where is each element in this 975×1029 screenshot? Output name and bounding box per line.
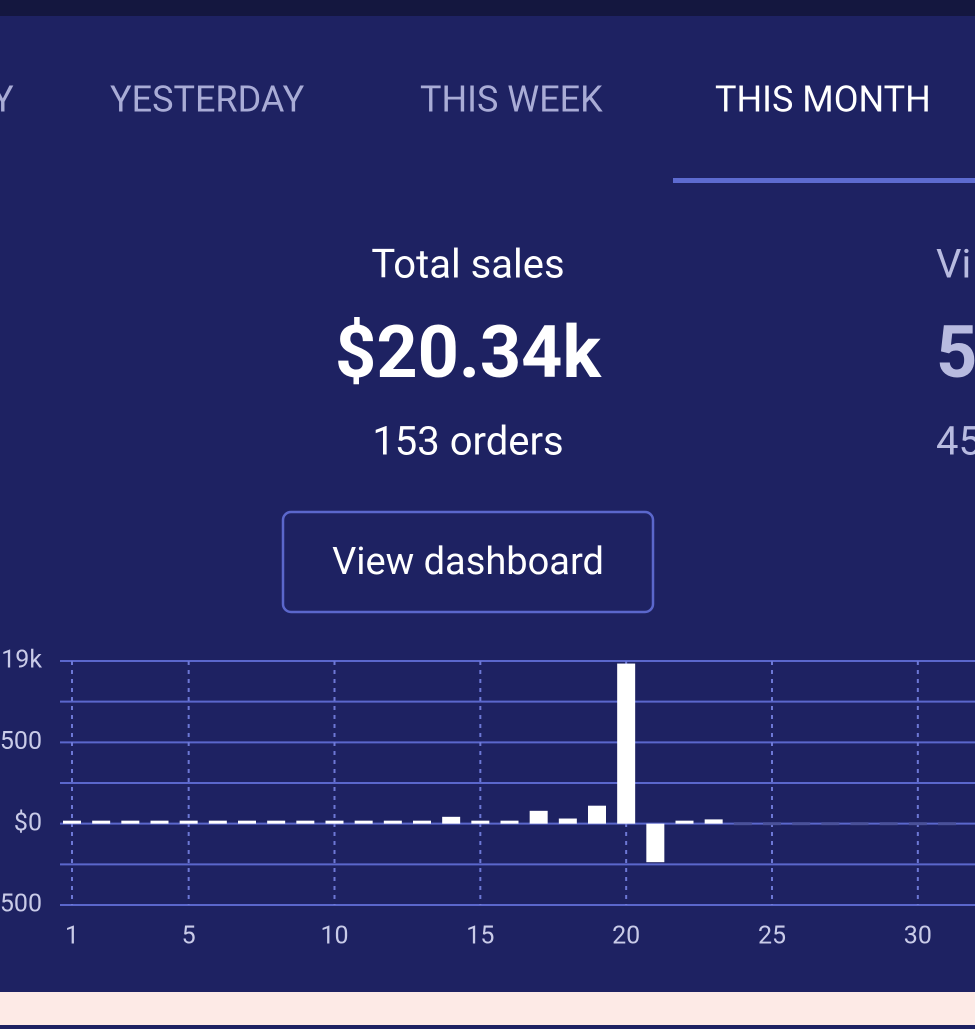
x-tick-label: 20 <box>612 922 640 951</box>
bar <box>529 810 548 824</box>
x-tick-label: 5 <box>182 922 196 951</box>
tab-indicator <box>673 178 975 183</box>
bar <box>150 820 169 824</box>
bar <box>179 820 198 824</box>
tab[interactable]: YESTERDAY <box>110 79 305 121</box>
bar <box>413 820 431 824</box>
stat-label: Total sales <box>371 241 564 288</box>
empty-bar <box>821 822 840 826</box>
bar <box>267 820 286 824</box>
bar <box>121 820 140 824</box>
tab[interactable]: Y <box>0 79 14 121</box>
tab[interactable]: THIS MONTH <box>715 79 931 121</box>
bar <box>500 820 519 824</box>
x-tick-label: 30 <box>904 922 932 951</box>
x-tick-label: 25 <box>758 922 786 951</box>
bar <box>471 820 490 824</box>
tab[interactable]: THIS WEEK <box>420 79 603 121</box>
x-tick-label: 15 <box>466 922 494 951</box>
bar <box>383 820 402 824</box>
bar <box>92 820 111 824</box>
empty-bar <box>792 822 811 826</box>
empty-bar <box>763 822 781 826</box>
y-tick-label: $0 <box>14 808 42 837</box>
bar <box>617 663 636 824</box>
empty-bar <box>850 822 869 826</box>
bar <box>325 820 344 824</box>
stat-detail: 153 orders <box>372 418 563 465</box>
x-tick-label: 10 <box>320 922 348 951</box>
empty-bar <box>733 822 752 826</box>
y-tick-label: 19k <box>1 646 42 675</box>
empty-bar <box>908 822 927 826</box>
button[interactable] <box>281 510 655 614</box>
bottom-panel <box>0 992 975 1025</box>
stat-value: 5 <box>936 310 975 395</box>
y-tick-label: 500 <box>0 890 42 919</box>
empty-bar <box>879 822 898 826</box>
bar <box>354 820 373 824</box>
bar <box>588 805 606 824</box>
bar <box>63 820 81 824</box>
stat-label: Vi <box>936 241 971 288</box>
button-label[interactable]: View dashboard <box>332 540 604 584</box>
bar <box>704 819 723 824</box>
bar <box>675 820 694 824</box>
status-bar <box>0 0 975 16</box>
bar <box>296 820 315 824</box>
y-tick-label: 500 <box>0 727 42 756</box>
stat-detail: 45 <box>936 418 975 465</box>
x-tick-label: 1 <box>65 922 79 951</box>
empty-bar <box>938 822 956 826</box>
bar <box>208 820 227 824</box>
bar <box>442 816 461 824</box>
stat-value: $20.34k <box>335 310 602 395</box>
bar <box>558 818 577 824</box>
bar <box>646 823 665 863</box>
bar <box>238 820 256 824</box>
